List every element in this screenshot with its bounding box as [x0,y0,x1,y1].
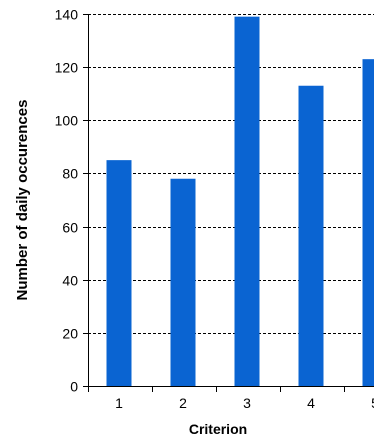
bars [106,16,374,387]
y-tick-labels: 0 20 40 60 80 100 120 140 [55,7,79,395]
x-tick-labels: 1 2 3 4 5 [115,395,374,411]
y-tick-label-80: 80 [62,166,78,182]
x-tick-label-1: 1 [115,395,123,411]
axes [83,14,374,392]
y-tick-label-100: 100 [55,113,79,129]
y-tick-label-0: 0 [70,379,78,395]
bar-3 [234,16,260,387]
bar-2 [170,178,196,386]
y-tick-label-60: 60 [62,220,78,236]
gridlines [88,14,374,334]
x-tick-label-2: 2 [179,395,187,411]
y-tick-label-20: 20 [62,326,78,342]
bar-4 [298,85,324,386]
bar-1 [106,160,132,386]
x-tick-label-4: 4 [307,395,315,411]
y-tick-label-40: 40 [62,273,78,289]
x-tick-label-5: 5 [371,395,374,411]
y-tick-label-120: 120 [55,60,79,76]
x-tick-label-3: 3 [243,395,251,411]
bar-5 [362,59,374,387]
y-axis-title: Number of daily occurences [14,100,31,301]
y-tick-label-140: 140 [55,7,79,23]
x-axis-title: Criterion [189,421,247,437]
